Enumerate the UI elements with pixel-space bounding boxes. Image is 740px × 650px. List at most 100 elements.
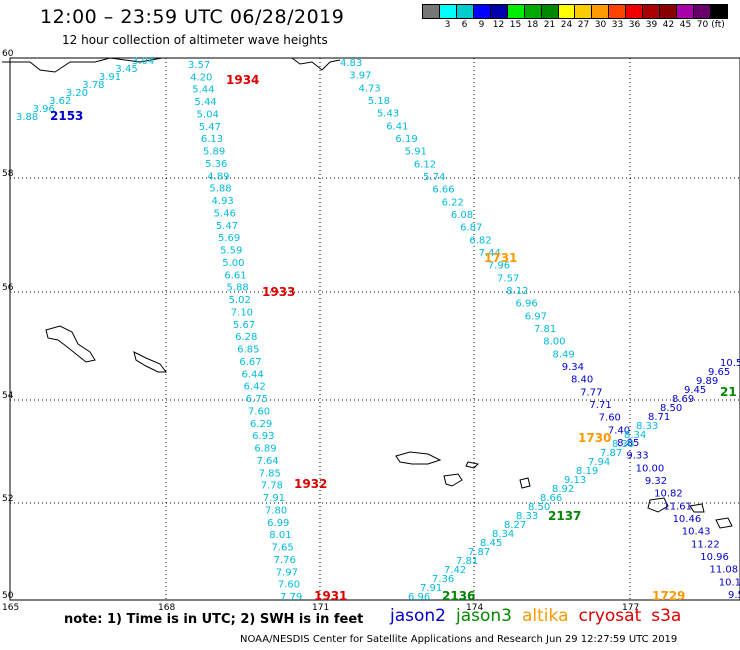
swh-value: 5.67 <box>233 320 255 331</box>
lon-label: 168 <box>158 603 175 613</box>
swh-value: 7.65 <box>271 543 293 554</box>
swh-value: 7.60 <box>248 406 270 417</box>
pass-time-label: 1729 <box>652 589 685 603</box>
scale-swatch <box>592 5 610 18</box>
swh-value: 3.20 <box>66 88 88 99</box>
swh-value: 4.73 <box>358 83 380 94</box>
swh-value: 7.85 <box>259 468 281 479</box>
scale-label: 18 <box>526 20 539 30</box>
swh-value: 11.22 <box>691 539 720 550</box>
swh-value: 9.13 <box>564 475 586 486</box>
wave-height-color-scale: 3 6 9 12 15 18 21 24 27 30 33 36 39 42 45 70 (ft) <box>422 4 728 32</box>
lat-label: 56 <box>2 283 14 293</box>
swh-value: 5.59 <box>220 246 242 257</box>
swh-value: 7.57 <box>497 273 519 284</box>
swh-value: 11.08 <box>710 565 739 576</box>
swh-value: 8.50 <box>528 502 550 513</box>
scale-swatch <box>473 5 491 18</box>
swh-value: 7.96 <box>488 261 510 272</box>
swh-value: 4.20 <box>190 72 212 83</box>
island-aleutian-7 <box>715 517 733 529</box>
scale-label: 15 <box>509 20 522 30</box>
satellite-legend: jason2 jason3 altika cryosat s3a <box>390 606 691 626</box>
swh-value: 3.04 <box>132 56 154 67</box>
scale-swatch <box>541 5 559 18</box>
swh-value: 8.33 <box>516 511 538 522</box>
swh-value: 5.89 <box>203 147 225 158</box>
swh-value: 5.88 <box>209 184 231 195</box>
swh-value: 5.04 <box>197 109 219 120</box>
swh-value: 6.82 <box>469 235 491 246</box>
swh-value: 7.71 <box>589 400 611 411</box>
swh-value: 6.67 <box>239 357 261 368</box>
scale-swatch <box>423 5 440 18</box>
swh-value: 8.66 <box>540 493 562 504</box>
island-aleutian-1 <box>395 451 442 465</box>
satellite-jason2: jason2 <box>390 606 446 626</box>
note-text: note: 1) Time is in UTC; 2) SWH is in fe… <box>64 612 364 627</box>
swh-value: 6.99 <box>267 518 289 529</box>
swh-value: 7.81 <box>456 556 478 567</box>
swh-value: 5.44 <box>192 85 214 96</box>
swh-value: 3.97 <box>349 71 371 82</box>
swh-value: 7.36 <box>432 574 454 585</box>
island-st-lawrence <box>45 325 96 363</box>
swh-value: 8.50 <box>660 403 682 414</box>
pass-time-label: 1933 <box>262 285 295 299</box>
swh-value: 8.33 <box>636 421 658 432</box>
coastline-top <box>2 57 163 73</box>
swh-value: 8.01 <box>269 530 291 541</box>
pass-time-label: 2136 <box>442 589 475 603</box>
swh-value: 10.43 <box>682 527 711 538</box>
scale-label: 6 <box>461 20 468 30</box>
scale-swatch <box>439 5 457 18</box>
swh-value: 7.79 <box>280 592 302 603</box>
lon-label: 177 <box>622 603 639 613</box>
swh-value: 10.11 <box>719 577 740 588</box>
swh-value: 3.78 <box>82 80 104 91</box>
scale-label: 3 <box>444 20 451 30</box>
scale-swatch <box>609 5 627 18</box>
swh-value: 7.40 <box>608 425 630 436</box>
pass-time-label: 1731 <box>484 251 517 265</box>
swh-value: 5.44 <box>194 97 216 108</box>
island-small <box>133 351 167 373</box>
swh-value: 6.89 <box>254 444 276 455</box>
lat-label: 54 <box>2 391 14 401</box>
island-aleutian-4 <box>519 477 531 489</box>
swh-value: 5.36 <box>205 159 227 170</box>
swh-value: 5.00 <box>222 258 244 269</box>
swh-value: 6.96 <box>408 592 430 603</box>
swh-value: 8.45 <box>480 538 502 549</box>
swh-value: 6.22 <box>442 197 464 208</box>
swh-value: 9.33 <box>626 451 648 462</box>
scale-swatch <box>507 5 525 18</box>
swh-value: 8.92 <box>552 484 574 495</box>
swh-value: 3.96 <box>33 104 55 115</box>
swh-value: 5.47 <box>199 122 221 133</box>
scale-label: 9 <box>478 20 485 30</box>
swh-value: 5.69 <box>218 233 240 244</box>
coastline-top-right <box>291 57 341 71</box>
lat-label: 50 <box>2 591 14 601</box>
swh-value: 6.44 <box>241 369 263 380</box>
map-subtitle: 12 hour collection of altimeter wave hei… <box>62 33 328 47</box>
swh-value: 5.18 <box>368 96 390 107</box>
swh-value: 9.65 <box>708 367 730 378</box>
swh-value: 7.94 <box>588 457 610 468</box>
scale-label: 36 <box>628 20 641 30</box>
swh-value: 10.82 <box>654 489 683 500</box>
pass-time-label: 2137 <box>548 509 581 523</box>
scale-swatch <box>575 5 593 18</box>
pass-time-label: 1934 <box>226 73 259 87</box>
swh-value: 6.29 <box>250 419 272 430</box>
swh-value: 6.93 <box>252 431 274 442</box>
swh-value: 8.34 <box>492 529 514 540</box>
satellite-cryosat: cryosat <box>578 606 642 626</box>
swh-value: 6.19 <box>395 134 417 145</box>
swh-value: 8.85 <box>617 438 639 449</box>
swh-value: 6.28 <box>235 332 257 343</box>
satellite-altika: altika <box>522 606 569 626</box>
lon-label: 171 <box>312 603 329 613</box>
pass-time-label: 1730 <box>578 431 611 445</box>
